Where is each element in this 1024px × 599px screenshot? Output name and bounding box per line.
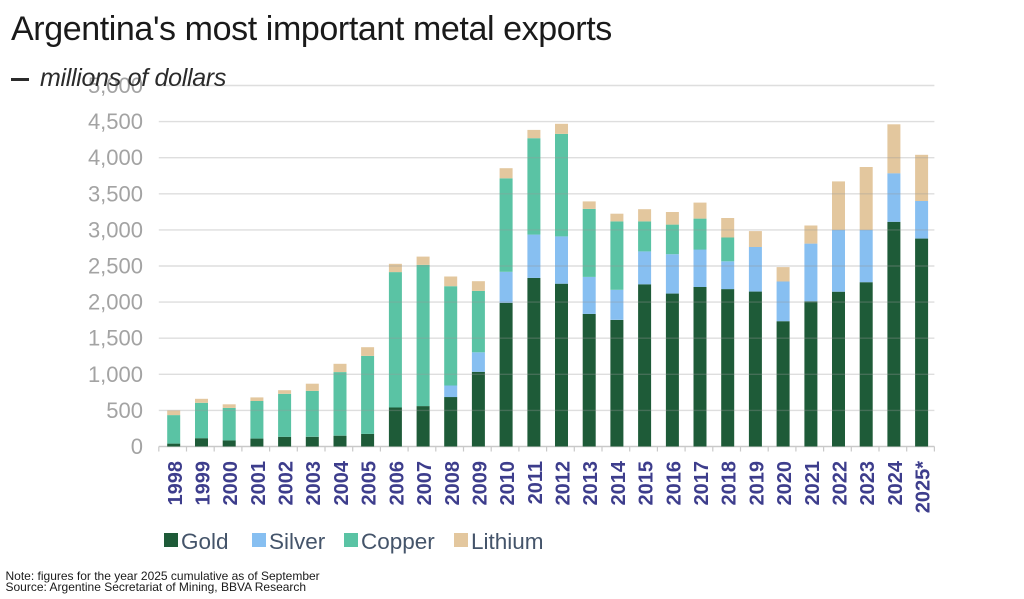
svg-text:2012: 2012: [553, 461, 575, 506]
svg-text:2009: 2009: [469, 461, 491, 506]
svg-text:2019: 2019: [746, 461, 768, 506]
svg-text:1999: 1999: [193, 461, 215, 506]
svg-text:2023: 2023: [857, 461, 879, 506]
svg-text:500: 500: [106, 398, 143, 423]
svg-text:1998: 1998: [165, 461, 187, 506]
svg-text:2,500: 2,500: [88, 254, 143, 279]
svg-text:2,000: 2,000: [88, 290, 143, 315]
svg-text:2022: 2022: [830, 461, 852, 506]
svg-text:2008: 2008: [442, 461, 464, 506]
svg-text:3,000: 3,000: [88, 217, 143, 242]
svg-text:2017: 2017: [691, 461, 713, 506]
svg-text:4,000: 4,000: [88, 145, 143, 170]
svg-text:0: 0: [131, 434, 143, 459]
svg-text:1,000: 1,000: [88, 362, 143, 387]
svg-text:2000: 2000: [220, 461, 242, 506]
svg-text:Copper: Copper: [361, 529, 435, 554]
svg-text:2018: 2018: [719, 461, 741, 506]
svg-text:4,500: 4,500: [88, 109, 143, 134]
svg-text:2016: 2016: [663, 461, 685, 506]
svg-text:2001: 2001: [248, 461, 270, 506]
svg-text:2010: 2010: [497, 461, 519, 506]
svg-text:2002: 2002: [276, 461, 298, 506]
svg-text:2015: 2015: [636, 461, 658, 506]
svg-text:2011: 2011: [525, 461, 547, 504]
svg-text:1,500: 1,500: [88, 326, 143, 351]
svg-text:2024: 2024: [885, 460, 907, 505]
svg-text:2014: 2014: [608, 460, 630, 505]
svg-text:Gold: Gold: [181, 529, 229, 554]
svg-text:2013: 2013: [580, 461, 602, 506]
svg-text:2020: 2020: [774, 461, 796, 506]
svg-text:2003: 2003: [303, 461, 325, 506]
svg-text:2021: 2021: [802, 461, 824, 506]
svg-text:2025*: 2025*: [913, 461, 935, 513]
svg-text:Silver: Silver: [269, 529, 326, 554]
svg-text:2006: 2006: [386, 461, 408, 506]
svg-text:Lithium: Lithium: [471, 529, 544, 554]
svg-text:2007: 2007: [414, 461, 436, 506]
svg-text:2005: 2005: [359, 461, 381, 506]
svg-text:3,500: 3,500: [88, 181, 143, 206]
svg-text:5,000: 5,000: [88, 73, 143, 98]
svg-text:2004: 2004: [331, 460, 353, 505]
